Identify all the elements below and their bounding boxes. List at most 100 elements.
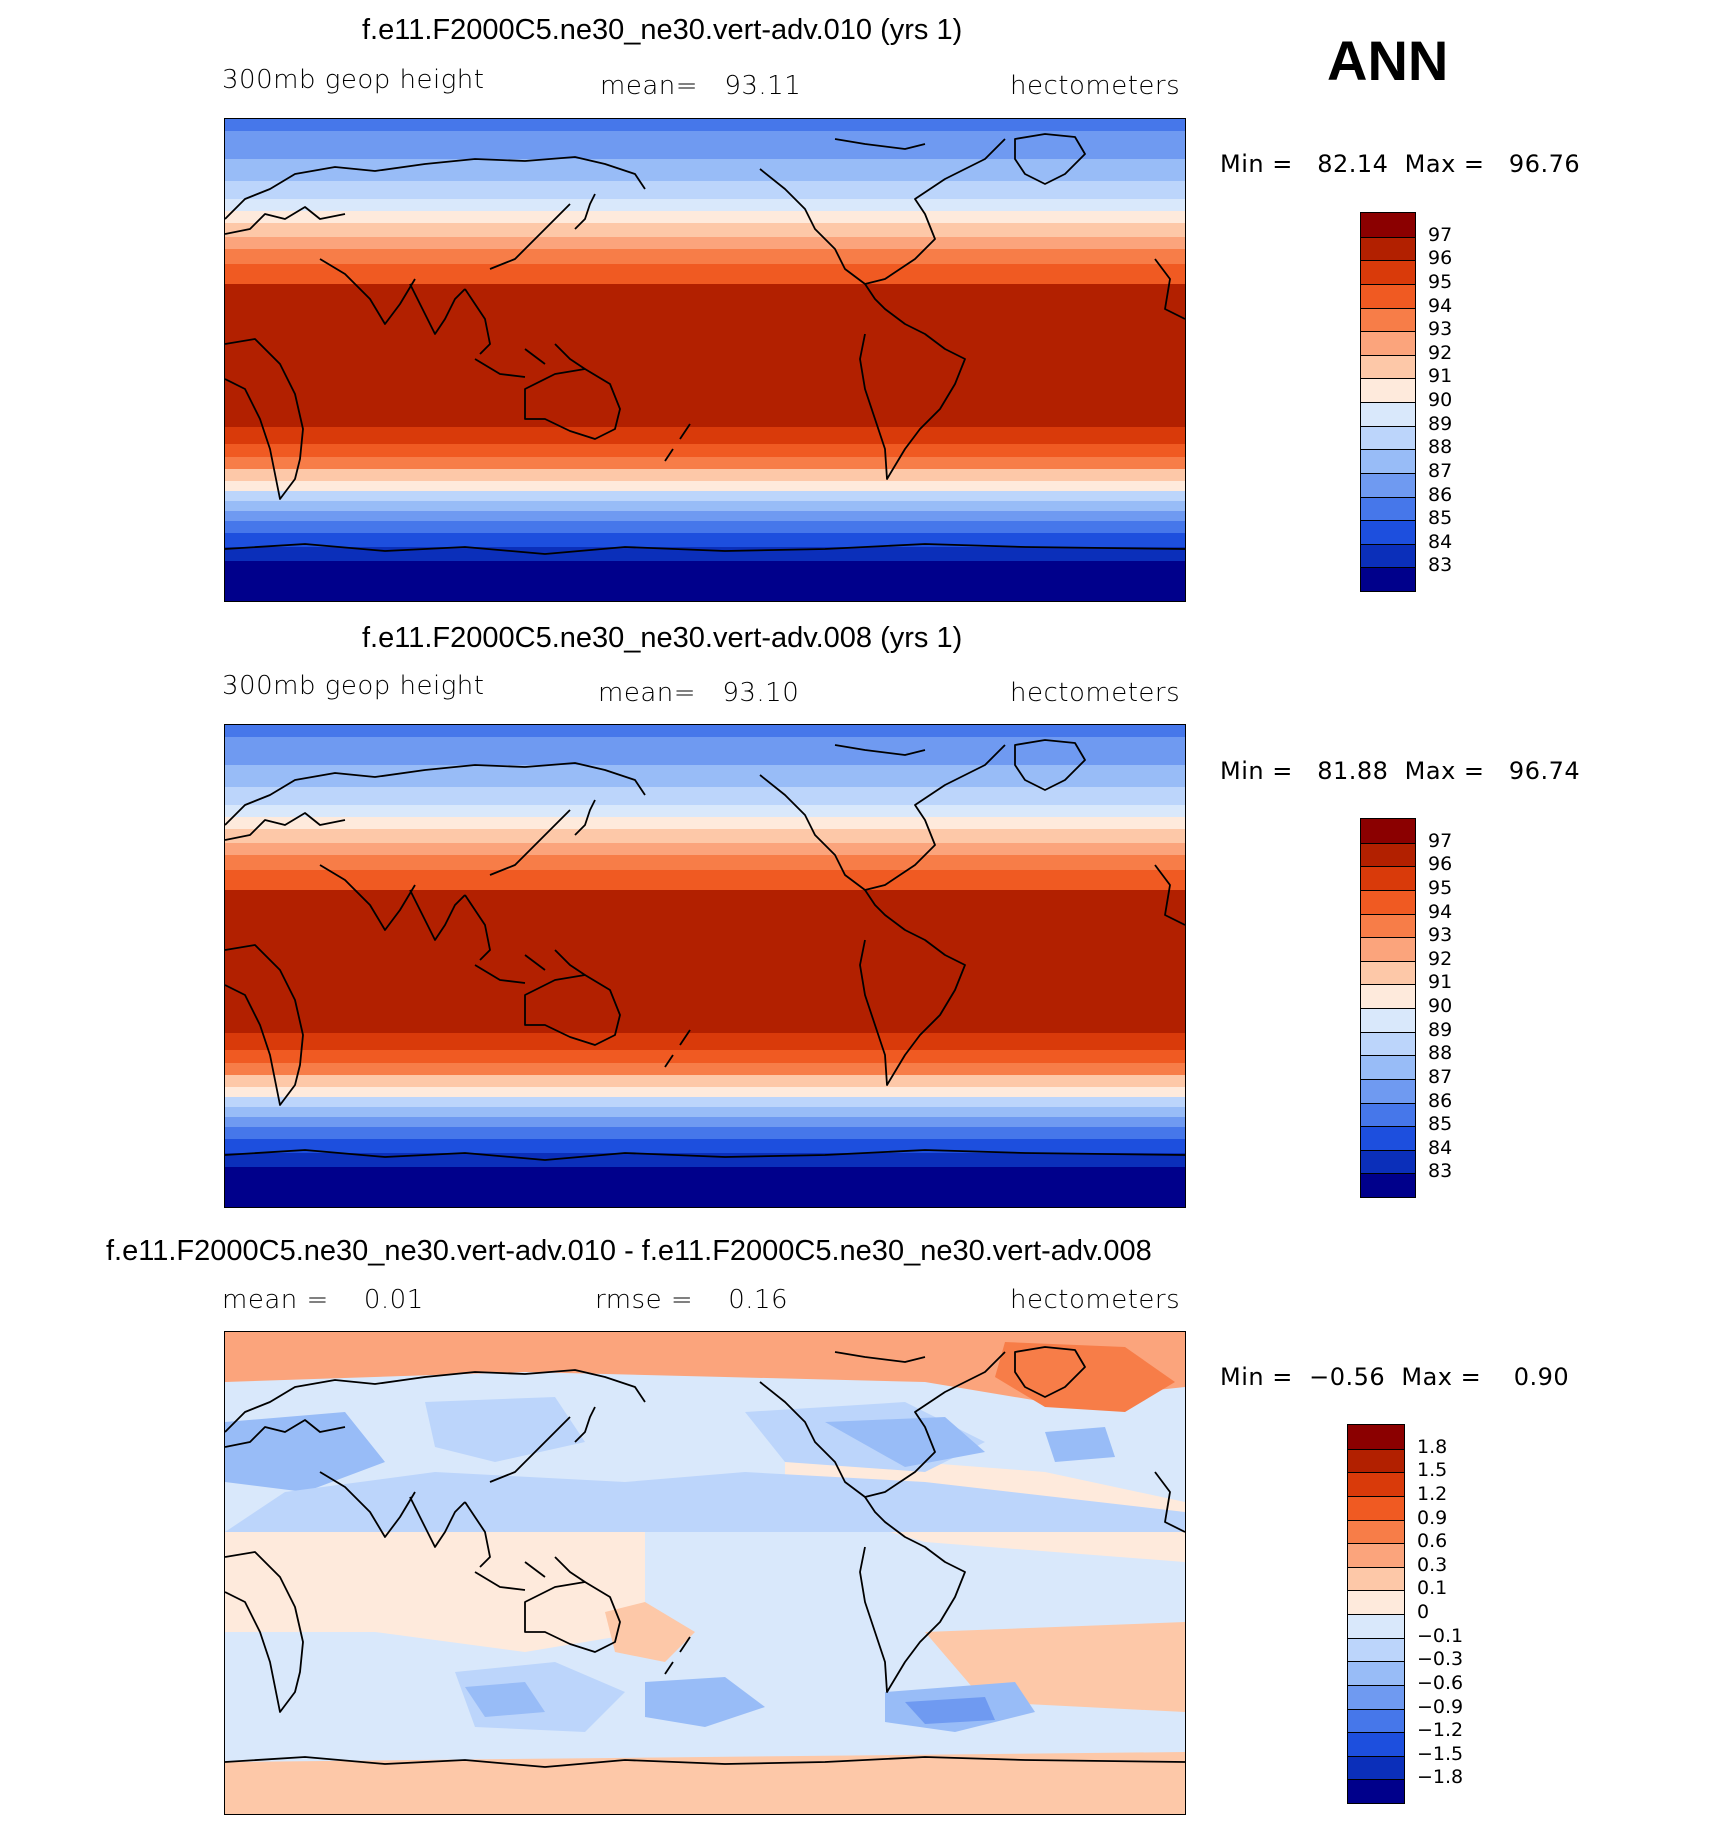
colorbar-tick-label: 97 (1428, 223, 1453, 246)
colorbar-swatch (1348, 1519, 1404, 1544)
contour-region (225, 1332, 1185, 1402)
colorbar-swatch (1348, 1732, 1404, 1756)
contour-region (425, 1397, 585, 1462)
colorbar-tick-label: 0 (1417, 1601, 1430, 1623)
colorbar-swatch (1361, 520, 1415, 544)
contour-band (225, 1139, 1185, 1154)
panel-3-colorbar (1347, 1424, 1405, 1804)
colorbar-tick-label: −0.6 (1417, 1671, 1464, 1694)
contour-band (225, 1050, 1185, 1064)
colorbar-tick-label: −1.2 (1417, 1719, 1464, 1742)
contour-band (225, 870, 1185, 891)
colorbar-tick-label: −1.8 (1417, 1766, 1464, 1789)
contour-band (225, 284, 1185, 428)
colorbar-swatch (1348, 1543, 1404, 1567)
colorbar-tick-label: 87 (1428, 459, 1453, 482)
panel-1-map (224, 118, 1186, 602)
contour-band (225, 223, 1185, 238)
colorbar-tick-label: 85 (1428, 1113, 1453, 1136)
panel-2-units: hectometers (1010, 678, 1181, 708)
colorbar-swatch (1361, 425, 1415, 450)
colorbar-swatch (1361, 472, 1415, 497)
colorbar-swatch (1361, 960, 1415, 985)
colorbar-swatch (1348, 1708, 1404, 1733)
colorbar-tick-label: 90 (1428, 995, 1453, 1017)
panel-3-map (224, 1331, 1186, 1815)
colorbar-swatch (1361, 1031, 1415, 1056)
contour-band (225, 725, 1185, 738)
contour-band (225, 1087, 1185, 1098)
panel-3-units: hectometers (1010, 1285, 1181, 1315)
panel-2-title: f.e11.F2000C5.ne30_ne30.vert-adv.008 (yr… (362, 622, 963, 654)
contour-band (225, 1153, 1185, 1168)
colorbar-tick-label: 84 (1428, 530, 1453, 553)
contour-band (225, 737, 1185, 766)
season-label: ANN (1327, 29, 1449, 92)
contour-band (225, 1107, 1185, 1118)
contour-band (225, 817, 1185, 830)
colorbar-tick-label: 97 (1428, 829, 1453, 852)
panel-1-title: f.e11.F2000C5.ne30_ne30.vert-adv.010 (yr… (362, 14, 963, 46)
colorbar-tick-label: −0.1 (1417, 1624, 1464, 1647)
contour-region (1045, 1427, 1115, 1462)
colorbar-tick-label: 83 (1428, 554, 1453, 577)
colorbar-tick-label: 92 (1428, 947, 1453, 970)
colorbar-tick-label: 83 (1428, 1160, 1453, 1183)
contour-band (225, 1063, 1185, 1076)
contour-band (225, 1075, 1185, 1088)
panel-2-field-label: 300mb geop height (222, 671, 485, 701)
colorbar-swatch (1361, 1173, 1415, 1197)
colorbar-swatch (1348, 1661, 1404, 1685)
contour-band (225, 131, 1185, 160)
colorbar-swatch (1348, 1448, 1404, 1473)
colorbar-swatch (1348, 1495, 1404, 1520)
contour-region (225, 1412, 385, 1492)
colorbar-tick-label: −0.9 (1417, 1695, 1464, 1718)
colorbar-swatch (1361, 1126, 1415, 1150)
colorbar-tick-label: 95 (1428, 876, 1453, 899)
colorbar-tick-label: 88 (1428, 436, 1453, 459)
contour-band (225, 237, 1185, 250)
colorbar-swatch (1361, 1102, 1415, 1127)
colorbar-tick-label: 91 (1428, 971, 1453, 994)
contour-band (225, 211, 1185, 224)
colorbar-swatch (1361, 913, 1415, 938)
contour-band (225, 427, 1185, 445)
colorbar-swatch (1361, 402, 1415, 426)
contour-band (225, 561, 1185, 601)
colorbar-swatch (1348, 1590, 1404, 1614)
map-canvas (225, 119, 1185, 601)
colorbar-swatch (1348, 1614, 1404, 1638)
contour-region (905, 1697, 995, 1724)
panel-3-minmax: Min = −0.56 Max = 0.90 (1220, 1363, 1570, 1391)
colorbar-swatch (1361, 1008, 1415, 1032)
panel-2-minmax: Min = 81.88 Max = 96.74 (1220, 757, 1581, 785)
colorbar-swatch (1361, 307, 1415, 332)
contour-band (225, 1097, 1185, 1108)
colorbar-tick-label: 96 (1428, 853, 1453, 876)
colorbar-swatch (1361, 331, 1415, 355)
contour-band (225, 855, 1185, 871)
colorbar-tick-label: −0.3 (1417, 1648, 1464, 1671)
colorbar-tick-label: 92 (1428, 341, 1453, 364)
panel-1-mean: mean= 93.11 (600, 71, 802, 101)
panel-2-mean: mean= 93.10 (598, 678, 800, 708)
contour-band (225, 491, 1185, 502)
colorbar-tick-label: 93 (1428, 924, 1453, 947)
colorbar-swatch (1361, 260, 1415, 284)
contour-band (225, 1117, 1185, 1128)
colorbar-tick-label: 95 (1428, 270, 1453, 293)
colorbar-tick-label: 96 (1428, 247, 1453, 270)
colorbar-swatch (1361, 889, 1415, 914)
contour-band (225, 1167, 1185, 1207)
colorbar-tick-label: 94 (1428, 900, 1453, 923)
panel-3-title: f.e11.F2000C5.ne30_ne30.vert-adv.010 - f… (106, 1235, 1152, 1267)
contour-band (225, 469, 1185, 482)
colorbar-tick-label: 84 (1428, 1136, 1453, 1159)
panel-3-rmse: rmse = 0.16 (595, 1285, 789, 1315)
contour-region (825, 1417, 985, 1467)
contour-band (225, 787, 1185, 806)
contour-band (225, 890, 1185, 1034)
colorbar-swatch (1361, 567, 1415, 591)
colorbar-swatch (1348, 1425, 1404, 1449)
